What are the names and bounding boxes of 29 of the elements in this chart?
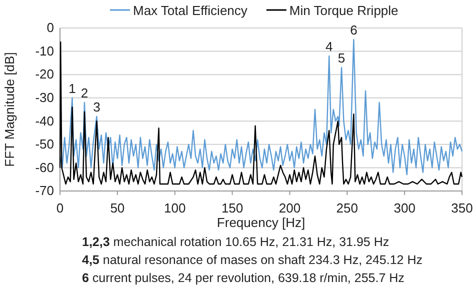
x-tick-label: 0 (56, 200, 64, 216)
annotation: 5 (338, 50, 346, 66)
annotation: 3 (93, 99, 100, 114)
y-tick-label: 0 (46, 20, 54, 36)
x-tick-label: 250 (336, 200, 358, 216)
x-tick-label: 200 (278, 200, 301, 216)
legend-label: Max Total Efficiency (133, 3, 248, 18)
y-axis-title: FFT Magnitude [dB] (2, 52, 17, 167)
y-tick-label: -50 (35, 136, 54, 152)
text: 6 current pulses, 24 per revolution, 639.18 r/min, 255.7 Hz (82, 271, 404, 285)
y-tick-label: -20 (35, 66, 54, 82)
y-tick-label: -40 (35, 113, 54, 128)
y-tick-label: -30 (35, 90, 54, 106)
x-tick-label: 100 (164, 200, 186, 216)
annotation: 6 (350, 22, 358, 38)
annotation: 4 (325, 38, 333, 54)
x-tick-label: 50 (110, 200, 125, 216)
legend-label: Min Torque Rripple (289, 3, 398, 18)
annotation: 2 (80, 86, 88, 101)
x-axis-title: Frequency [Hz] (216, 215, 306, 230)
y-tick-label: -60 (35, 160, 54, 175)
x-tick-label: 300 (394, 200, 416, 216)
x-tick-label: 350 (451, 200, 473, 216)
y-tick-label: -70 (35, 183, 54, 198)
y-tick-label: -10 (35, 43, 54, 58)
annotation: 1 (68, 80, 76, 96)
text: 4,5 natural resonance of mases on shaft 234.3 Hz, 245.12 Hz (82, 253, 422, 267)
x-tick-label: 150 (221, 200, 244, 216)
text: 1,2,3 mechanical rotation 10.65 Hz, 21.31 Hz, 31.95 Hz (82, 235, 390, 249)
